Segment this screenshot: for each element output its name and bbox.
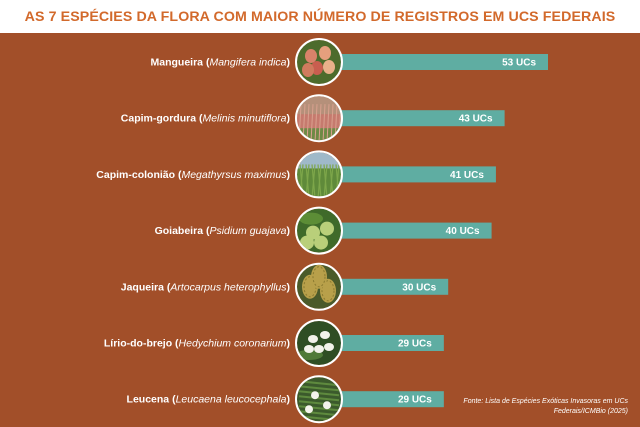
value-label-2: 41 UCs [450,170,484,181]
value-label-0: 53 UCs [502,58,536,69]
leucaena-photo-icon [295,375,343,424]
guava-photo-icon [295,206,343,255]
value-label-6: 29 UCs [398,395,432,406]
category-label-0: Mangueira (Mangifera indica) [151,57,290,69]
source-note: Fonte: Lista de Espécies Exóticas Invaso… [463,398,628,415]
mango-photo-icon [295,38,343,86]
bar-6 [318,391,444,408]
value-label-1: 43 UCs [459,114,493,125]
chart-panel: 53 UCs Mangueira (Mangifera indica) 43 UCs… [0,33,640,427]
category-label-3: Goiabeira (Psidium guajava) [155,225,290,237]
bar-chart: 53 UCs Mangueira (Mangifera indica) 43 UCs… [96,38,548,424]
jackfruit-photo-icon [295,262,343,311]
ginger-lily-photo-icon [295,319,343,367]
bar-2 [318,166,496,183]
bar-0 [318,54,548,70]
category-label-5: Lírio-do-brejo (Hedychium coronarium) [104,338,290,350]
category-label-4: Jaqueira (Artocarpus heterophyllus) [121,281,290,293]
value-label-4: 30 UCs [402,282,436,293]
bar-3 [318,222,492,239]
category-label-2: Capim-colonião (Megathyrsus maximus) [96,169,290,181]
category-label-6: Leucena (Leucaena leucocephala) [127,394,290,406]
value-label-3: 40 UCs [446,226,480,237]
guinea-grass-photo-icon [295,150,343,199]
value-label-5: 29 UCs [398,339,432,350]
category-label-1: Capim-gordura (Melinis minutiflora) [121,113,290,125]
chart-title: AS 7 ESPÉCIES DA FLORA COM MAIOR NÚMERO … [24,9,616,25]
bar-4 [318,278,449,295]
bar-1 [318,110,505,127]
molasses-grass-photo-icon [295,94,343,143]
header: AS 7 ESPÉCIES DA FLORA COM MAIOR NÚMERO … [0,0,640,33]
bar-5 [318,335,444,351]
